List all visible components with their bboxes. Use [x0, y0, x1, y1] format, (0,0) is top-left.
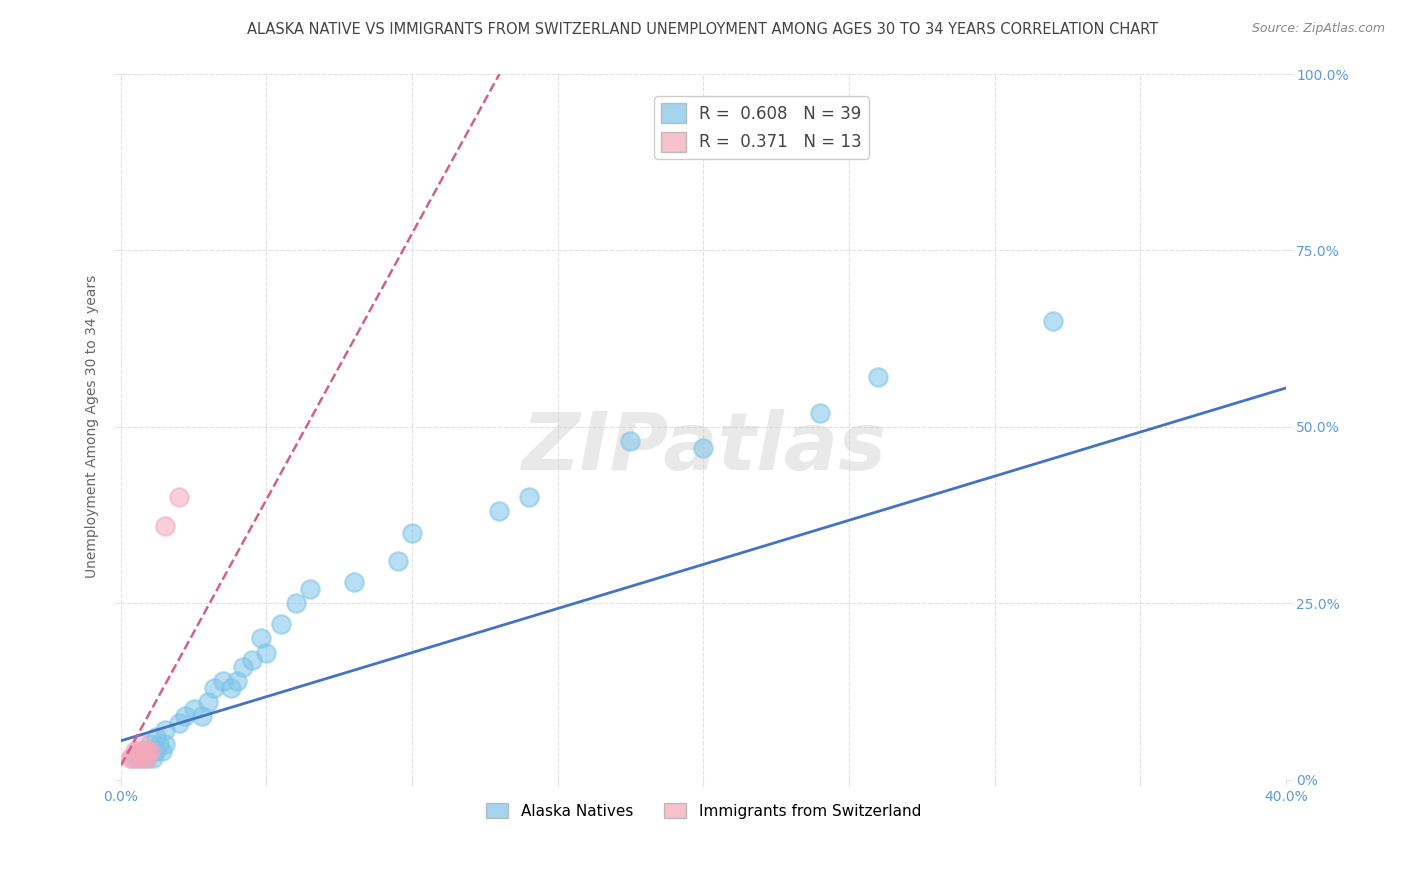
Point	[134, 744, 156, 758]
Point	[270, 617, 292, 632]
Point	[197, 695, 219, 709]
Point	[174, 709, 197, 723]
Point	[136, 744, 159, 758]
Point	[139, 744, 162, 758]
Point	[145, 731, 167, 745]
Point	[299, 582, 322, 596]
Point	[202, 681, 225, 695]
Text: Source: ZipAtlas.com: Source: ZipAtlas.com	[1251, 22, 1385, 36]
Point	[148, 737, 170, 751]
Point	[256, 646, 278, 660]
Point	[191, 709, 214, 723]
Point	[401, 525, 423, 540]
Point	[124, 751, 146, 765]
Point	[211, 673, 233, 688]
Point	[134, 751, 156, 765]
Point	[142, 751, 165, 765]
Point	[121, 751, 143, 765]
Point	[139, 737, 162, 751]
Point	[343, 575, 366, 590]
Text: ZIPatlas: ZIPatlas	[520, 409, 886, 487]
Point	[167, 716, 190, 731]
Point	[136, 751, 159, 765]
Point	[1042, 314, 1064, 328]
Point	[118, 751, 141, 765]
Point	[221, 681, 243, 695]
Point	[153, 723, 176, 738]
Y-axis label: Unemployment Among Ages 30 to 34 years: Unemployment Among Ages 30 to 34 years	[86, 276, 100, 578]
Point	[387, 554, 409, 568]
Legend: Alaska Natives, Immigrants from Switzerland: Alaska Natives, Immigrants from Switzerl…	[479, 797, 927, 825]
Point	[284, 596, 307, 610]
Point	[517, 491, 540, 505]
Point	[866, 370, 889, 384]
Point	[488, 504, 510, 518]
Point	[240, 653, 263, 667]
Point	[124, 744, 146, 758]
Point	[153, 737, 176, 751]
Point	[139, 744, 162, 758]
Point	[232, 659, 254, 673]
Point	[692, 441, 714, 455]
Point	[129, 751, 152, 765]
Point	[226, 673, 249, 688]
Point	[145, 744, 167, 758]
Point	[249, 632, 271, 646]
Point	[129, 744, 152, 758]
Point	[150, 744, 173, 758]
Point	[808, 406, 831, 420]
Text: ALASKA NATIVE VS IMMIGRANTS FROM SWITZERLAND UNEMPLOYMENT AMONG AGES 30 TO 34 YE: ALASKA NATIVE VS IMMIGRANTS FROM SWITZER…	[247, 22, 1159, 37]
Point	[134, 744, 156, 758]
Point	[129, 737, 152, 751]
Point	[127, 751, 149, 765]
Point	[153, 518, 176, 533]
Point	[136, 751, 159, 765]
Point	[183, 702, 205, 716]
Point	[167, 491, 190, 505]
Point	[619, 434, 641, 448]
